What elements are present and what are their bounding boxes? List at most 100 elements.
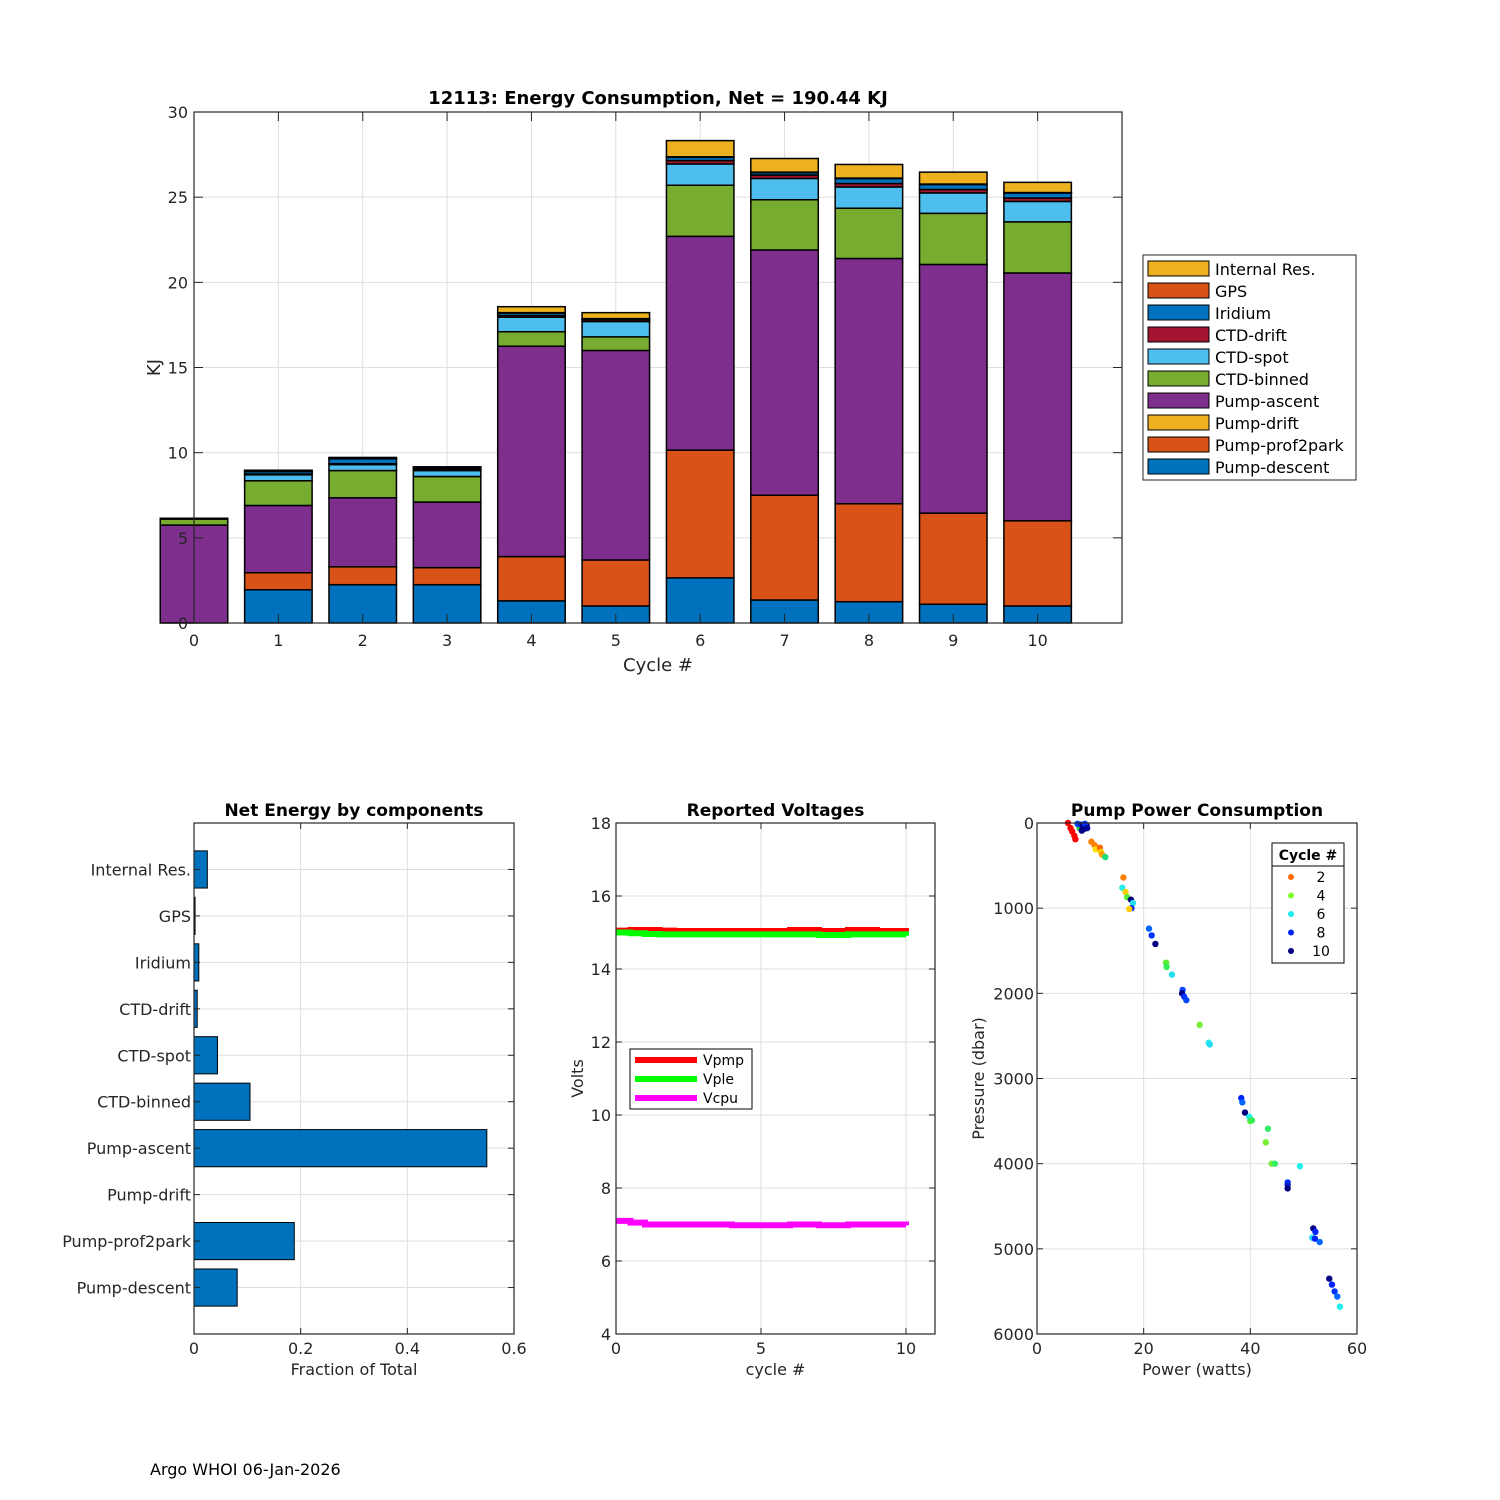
pump-ytick-label: 4000 (993, 1155, 1034, 1174)
energy-legend: Internal Res. GPS Iridium CTD-drift CTD-spot… (1142, 254, 1357, 481)
energy-legend-label: Pump-ascent (1215, 392, 1319, 411)
energy-xtick-label: 2 (358, 631, 368, 650)
pump-ytick-label: 6000 (993, 1325, 1034, 1344)
components-xtick-label: 0 (189, 1339, 199, 1358)
voltages-ylabel: Volts (568, 1059, 587, 1098)
pump-ytick-label: 1000 (993, 899, 1034, 918)
energy-chart: 0 1 2 3 4 5 6 7 8 9 10 0 5 10 15 20 25 30 12113: Energy Co… (144, 88, 1357, 676)
pump-ytick-label: 2000 (993, 984, 1034, 1003)
pump-point (1336, 1303, 1344, 1310)
voltages-xtick-label: 5 (756, 1339, 766, 1358)
footer-credit: Argo WHOI 06-Jan-2026 (150, 1460, 341, 1479)
pump-point (1241, 1109, 1249, 1116)
energy-bar-segment (918, 171, 988, 185)
components-category-label: Iridium (135, 953, 191, 972)
voltages-ytick-label: 8 (601, 1179, 611, 1198)
energy-legend-label: CTD-binned (1215, 370, 1309, 389)
components-chart: Internal Res. GPS Iridium CTD-drift CTD-spot… (62, 801, 527, 1379)
pump-point (1163, 963, 1170, 971)
components-bar (193, 1082, 251, 1121)
voltages-ytick-label: 14 (591, 960, 611, 979)
energy-legend-swatch (1147, 282, 1210, 299)
energy-bar-segment (412, 466, 482, 469)
components-xlabel: Fraction of Total (291, 1360, 418, 1379)
energy-legend-label: CTD-spot (1215, 348, 1289, 367)
energy-bar-segment (581, 320, 651, 338)
pump-xtick-label: 20 (1133, 1339, 1153, 1358)
pump-point (1264, 1125, 1272, 1132)
energy-bar-segment (412, 566, 482, 586)
voltages-xlabel: cycle # (746, 1360, 806, 1379)
energy-legend-swatch (1147, 392, 1210, 409)
pump-point (1262, 1139, 1270, 1146)
energy-legend-label: GPS (1215, 282, 1247, 301)
components-xtick-label: 0.2 (288, 1339, 313, 1358)
energy-bar-segment (496, 555, 566, 602)
energy-legend-swatch (1147, 370, 1210, 387)
components-frame (193, 822, 515, 1335)
pump-point (1296, 1163, 1304, 1170)
energy-bar-segment (665, 184, 735, 238)
voltages-line-vpmp (616, 926, 909, 935)
pump-legend-marker (1288, 911, 1294, 917)
energy-bar-segment (834, 186, 904, 209)
components-category-label: Pump-descent (77, 1279, 191, 1298)
pump-point (1316, 1238, 1323, 1246)
pump-point (1312, 1228, 1319, 1236)
energy-bar-segment (665, 449, 735, 579)
energy-bar-segment (918, 192, 988, 215)
energy-bar-segment (750, 157, 820, 173)
pump-xtick-label: 0 (1032, 1339, 1042, 1358)
components-title: Net Energy by components (224, 801, 483, 821)
energy-ytick-label: 15 (168, 359, 188, 378)
energy-legend-swatch (1147, 458, 1210, 475)
energy-bar-segment (665, 235, 735, 451)
energy-ylabel: KJ (144, 359, 165, 376)
pump-legend-label: 10 (1312, 944, 1330, 960)
energy-xtick-label: 3 (442, 631, 452, 650)
pump-title: Pump Power Consumption (1071, 801, 1323, 821)
pump-point (1206, 1041, 1214, 1048)
energy-bar-segment (328, 463, 398, 472)
energy-legend-swatch (1147, 260, 1210, 277)
components-bar (193, 1129, 488, 1168)
pump-point (1196, 1021, 1203, 1029)
energy-xtick-label: 0 (189, 631, 199, 650)
energy-ytick-label: 30 (168, 103, 188, 122)
voltages-ytick-label: 12 (591, 1033, 611, 1052)
voltages-chart: 0 5 10 4 6 8 10 12 14 16 18 Reported Voltages cycle … (568, 801, 936, 1379)
pump-point (1326, 1275, 1333, 1282)
pump-point (1271, 1160, 1279, 1167)
energy-bar-segment (496, 316, 566, 333)
pump-xtick-label: 60 (1347, 1339, 1367, 1358)
energy-xtick-label: 9 (948, 631, 958, 650)
pump-legend-label: 4 (1317, 889, 1326, 905)
energy-legend-swatch (1147, 304, 1210, 321)
pump-chart: 0 20 40 60 0 1000 2000 3000 4000 5000 6000 Pump Pow… (969, 801, 1367, 1379)
pump-point (1183, 996, 1190, 1004)
voltages-legend: Vpmp Vple Vcpu (629, 1048, 753, 1110)
energy-legend-label: Iridium (1215, 304, 1271, 323)
energy-bar-segment (834, 503, 904, 603)
pump-point (1145, 925, 1153, 932)
energy-bar-segment (1003, 181, 1073, 194)
energy-bar-segment (243, 480, 313, 507)
energy-ytick-label: 0 (178, 614, 188, 633)
energy-ytick-label: 10 (168, 444, 188, 463)
components-category-label: CTD-spot (117, 1046, 191, 1065)
energy-xtick-label: 1 (273, 631, 283, 650)
energy-bar-segment (665, 163, 735, 186)
components-bar (193, 1268, 238, 1307)
energy-bar-segment (243, 572, 313, 591)
energy-bar-segment (1003, 272, 1073, 522)
energy-ytick-label: 25 (168, 188, 188, 207)
energy-bar-segment (834, 257, 904, 505)
energy-xtick-label: 4 (526, 631, 536, 650)
energy-legend-swatch (1147, 326, 1210, 343)
pump-point (1239, 1099, 1246, 1106)
components-bar (193, 1222, 295, 1261)
energy-bar-segment (581, 349, 651, 561)
energy-bar-segment (581, 559, 651, 607)
pump-xtick-label: 40 (1240, 1339, 1260, 1358)
energy-title: 12113: Energy Consumption, Net = 190.44 … (428, 88, 888, 109)
